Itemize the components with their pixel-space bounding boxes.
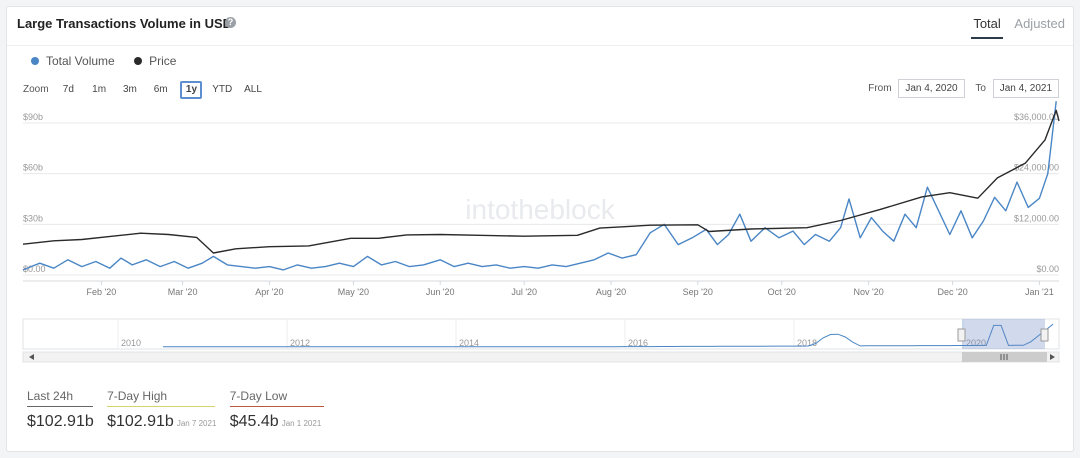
stat-last-24h: Last 24h $102.91b <box>27 389 94 431</box>
stat-date: Jan 7 2021 <box>176 419 217 428</box>
chart-svg: intotheblock $0.00 $0.00 $30b $12,000.00 $60b… <box>22 101 1060 363</box>
scrollbar-grip-icon <box>1000 354 1008 360</box>
x-tick-label: Sep '20 <box>683 287 713 297</box>
from-label: From <box>868 83 892 94</box>
navigator-tick-label: 2010 <box>121 338 141 348</box>
y-left-tick-label: $30b <box>23 213 43 223</box>
y-left-tick-label: $90b <box>23 112 43 122</box>
tabs: Total Adjusted <box>965 16 1067 39</box>
x-tick-label: May '20 <box>338 287 369 297</box>
y-right-tick-label: $36,000.00 <box>1014 112 1059 122</box>
x-tick-label: Oct '20 <box>768 287 796 297</box>
legend-label: Total Volume <box>46 54 115 68</box>
to-label: To <box>975 83 986 94</box>
watermark: intotheblock <box>465 194 615 225</box>
stat-label: 7-Day High <box>107 389 216 407</box>
zoom-label: Zoom <box>23 84 49 95</box>
x-tick-label: Feb '20 <box>87 287 117 297</box>
card-header: Large Transactions Volume in USD ? Total… <box>7 7 1073 46</box>
chart-title: Large Transactions Volume in USD <box>17 16 233 31</box>
navigator-handle-left <box>957 328 966 342</box>
tab-adjusted[interactable]: Adjusted <box>1014 16 1065 31</box>
y-right-tick-label: $0.00 <box>1036 264 1059 274</box>
question-icon[interactable]: ? <box>225 17 236 28</box>
legend-item-total-volume[interactable]: Total Volume <box>31 54 115 68</box>
zoom-7d-button[interactable]: 7d <box>62 84 74 95</box>
stats-row: Last 24h $102.91b 7-Day High $102.91b Jan… <box>27 389 334 431</box>
stat-amount: $102.91b <box>107 413 174 430</box>
x-tick-label: Apr '20 <box>255 287 283 297</box>
x-tick-label: Aug '20 <box>596 287 626 297</box>
stat-7day-high: 7-Day High $102.91b Jan 7 2021 <box>107 389 216 431</box>
series-line-total-volume <box>22 101 1057 271</box>
zoom-1m-button[interactable]: 1m <box>92 84 107 95</box>
stat-7day-low: 7-Day Low $45.4b Jan 1 2021 <box>229 389 324 431</box>
legend-dot-price <box>134 57 143 65</box>
zoom-6m-button[interactable]: 6m <box>153 84 168 95</box>
y-right-tick-label: $24,000.00 <box>1014 163 1059 173</box>
x-tick-label: Nov '20 <box>853 287 883 297</box>
navigator-tick-label: 2012 <box>290 338 310 348</box>
legend-item-price[interactable]: Price <box>134 54 176 68</box>
zoom-ytd-button[interactable]: YTD <box>212 84 233 95</box>
legend-dot-total-volume <box>31 57 39 65</box>
stat-label: 7-Day Low <box>229 389 324 407</box>
legend-label: Price <box>149 54 177 68</box>
navigator-selection <box>962 319 1045 349</box>
navigator-series-line <box>163 323 1054 348</box>
navigator-tick-label: 2020 <box>966 338 986 348</box>
from-date-input[interactable]: Jan 4, 2020 <box>898 79 965 98</box>
to-date-input[interactable]: Jan 4, 2021 <box>992 79 1059 98</box>
stat-amount: $102.91b <box>27 413 94 430</box>
stat-value: $102.91b <box>27 413 94 431</box>
scrollbar-track <box>22 351 1060 363</box>
stat-amount: $45.4b <box>229 413 279 430</box>
chart-card: Large Transactions Volume in USD ? Total… <box>6 6 1074 452</box>
navigator-tick-label: 2016 <box>628 338 648 348</box>
x-tick-label: Jan '21 <box>1025 287 1054 297</box>
scroll-right-arrow-icon <box>1050 354 1055 360</box>
series-line-price <box>22 109 1060 254</box>
zoom-1y-button[interactable]: 1y <box>180 81 203 99</box>
x-tick-label: Jun '20 <box>426 287 455 297</box>
chart-legend: Total Volume Price <box>31 54 192 68</box>
y-left-tick-label: $60b <box>23 163 43 173</box>
x-tick-label: Dec '20 <box>937 287 967 297</box>
x-tick-label: Jul '20 <box>511 287 537 297</box>
navigator-tick-label: 2014 <box>459 338 479 348</box>
zoom-controls: Zoom 7d 1m 3m 6m 1y YTD ALL <box>23 81 270 99</box>
scroll-left-arrow-icon <box>29 354 34 360</box>
stat-date: Jan 1 2021 <box>281 419 322 428</box>
navigator-handle-right <box>1040 328 1049 342</box>
stat-value: $45.4b Jan 1 2021 <box>230 413 324 431</box>
x-tick-label: Mar '20 <box>168 287 198 297</box>
y-right-tick-label: $12,000.00 <box>1014 213 1059 223</box>
y-left-tick-label: $0.00 <box>23 264 46 274</box>
stat-label: Last 24h <box>27 389 93 407</box>
date-range: From Jan 4, 2020 To Jan 4, 2021 <box>860 79 1059 98</box>
zoom-all-button[interactable]: ALL <box>244 84 262 95</box>
navigator-tick-label: 2018 <box>797 338 817 348</box>
navigator-frame <box>22 318 1060 350</box>
stat-value: $102.91b Jan 7 2021 <box>107 413 216 431</box>
tab-total[interactable]: Total <box>971 16 1003 39</box>
zoom-3m-button[interactable]: 3m <box>122 84 137 95</box>
